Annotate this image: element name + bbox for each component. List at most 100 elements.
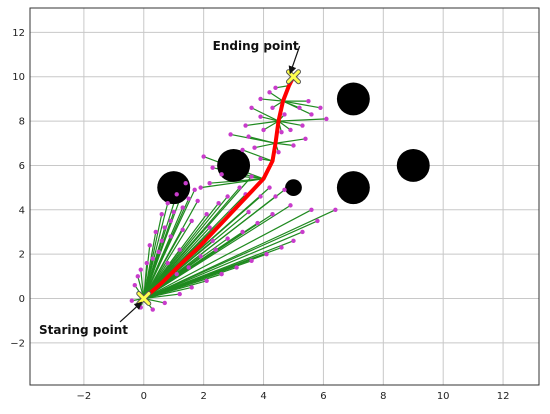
annotation-arrow bbox=[119, 301, 143, 323]
tree-node bbox=[324, 116, 329, 122]
tree-node bbox=[246, 134, 251, 139]
tree-edge bbox=[260, 116, 279, 122]
planned-path bbox=[141, 74, 296, 301]
tree-edge bbox=[143, 209, 312, 300]
tree-node bbox=[297, 105, 302, 110]
obstacles bbox=[157, 82, 430, 205]
tree-node bbox=[144, 260, 149, 266]
tree-edge bbox=[260, 98, 284, 102]
tree-node bbox=[219, 172, 224, 177]
tree-node bbox=[159, 238, 164, 244]
tree-node bbox=[225, 236, 230, 241]
tree-node bbox=[234, 265, 239, 270]
tree-edge bbox=[254, 142, 276, 149]
tree-node bbox=[240, 229, 245, 235]
tree-node bbox=[198, 254, 203, 259]
tree-node bbox=[279, 129, 284, 135]
tree-node bbox=[273, 85, 278, 91]
tree-node bbox=[204, 278, 209, 283]
x-tick-label: 10 bbox=[437, 391, 450, 402]
tree-node bbox=[300, 229, 305, 235]
tree-node bbox=[138, 267, 143, 272]
tree-node bbox=[192, 187, 197, 193]
tree-node bbox=[207, 180, 212, 186]
tree-node bbox=[183, 180, 188, 186]
tree-node bbox=[150, 307, 155, 312]
obstacle-circle bbox=[396, 148, 430, 182]
tree-node bbox=[249, 258, 254, 264]
obstacle-circle bbox=[285, 179, 302, 197]
tree-node bbox=[279, 245, 284, 250]
tree-node bbox=[309, 112, 314, 117]
obstacle-circle bbox=[336, 82, 370, 116]
tree-node bbox=[318, 105, 323, 110]
tree-node bbox=[291, 143, 296, 148]
tree-node bbox=[210, 165, 215, 170]
tree-node bbox=[315, 218, 320, 224]
x-tick-label: 8 bbox=[380, 391, 386, 402]
tree-node bbox=[177, 291, 182, 297]
tree-node bbox=[303, 136, 308, 142]
y-tick-label: 4 bbox=[19, 205, 25, 216]
tree-nodes bbox=[129, 85, 338, 312]
tree-node bbox=[243, 123, 248, 128]
tree-node bbox=[189, 285, 194, 290]
tree-node bbox=[180, 227, 185, 232]
tree-node bbox=[300, 123, 305, 128]
tree-node bbox=[252, 145, 257, 150]
tree-node bbox=[249, 174, 254, 179]
y-tick-label: 10 bbox=[12, 72, 25, 83]
tree-node bbox=[165, 200, 170, 206]
x-tick-label: 6 bbox=[320, 391, 326, 402]
y-tick-label: 0 bbox=[19, 294, 25, 305]
tree-node bbox=[237, 185, 242, 190]
tree-node bbox=[261, 127, 266, 133]
tree-node bbox=[306, 98, 311, 104]
tree-node bbox=[249, 105, 254, 110]
tree-edge bbox=[143, 236, 172, 299]
tree-node bbox=[186, 265, 191, 270]
tree-node bbox=[129, 298, 134, 303]
tree-node bbox=[168, 218, 173, 224]
tree-node bbox=[174, 271, 179, 277]
tree-edge bbox=[143, 203, 169, 299]
tree-edge bbox=[245, 120, 279, 127]
tree-edge bbox=[242, 149, 273, 162]
tree-node bbox=[186, 196, 191, 201]
tree-node bbox=[204, 212, 209, 217]
tree-edge bbox=[251, 107, 279, 122]
tree-edge bbox=[200, 178, 264, 189]
ending-point-label: Ending point bbox=[213, 39, 299, 53]
tree-edge bbox=[275, 142, 294, 147]
tree-node bbox=[258, 156, 263, 161]
tree-node bbox=[258, 114, 263, 119]
tree-node bbox=[189, 218, 194, 224]
x-tick-label: 12 bbox=[497, 391, 510, 402]
tree-node bbox=[288, 127, 293, 133]
tree-node bbox=[198, 185, 203, 190]
y-tick-label: 8 bbox=[19, 117, 25, 128]
obstacle-circle bbox=[336, 171, 370, 205]
tree-node bbox=[240, 147, 245, 153]
tree-node bbox=[210, 238, 215, 244]
tree-node bbox=[288, 203, 293, 208]
tree-node bbox=[282, 112, 287, 117]
tree-node bbox=[309, 207, 314, 213]
tree-node bbox=[201, 154, 206, 159]
x-tick-label: 2 bbox=[200, 391, 206, 402]
tree-edge bbox=[143, 176, 253, 299]
tree-edge bbox=[143, 231, 303, 300]
x-tick-label: −2 bbox=[77, 391, 92, 402]
tree-node bbox=[270, 212, 275, 217]
tree-edge bbox=[143, 194, 178, 299]
tree-node bbox=[216, 200, 221, 206]
tree-edge bbox=[263, 120, 279, 131]
tree-edge bbox=[143, 240, 294, 300]
obstacle-circle bbox=[217, 148, 251, 182]
path-line bbox=[141, 74, 296, 301]
tree-node bbox=[180, 205, 185, 210]
tree-node bbox=[177, 247, 182, 252]
tree-edge bbox=[143, 293, 180, 300]
tree-node bbox=[135, 274, 140, 279]
tree-node bbox=[165, 260, 170, 266]
